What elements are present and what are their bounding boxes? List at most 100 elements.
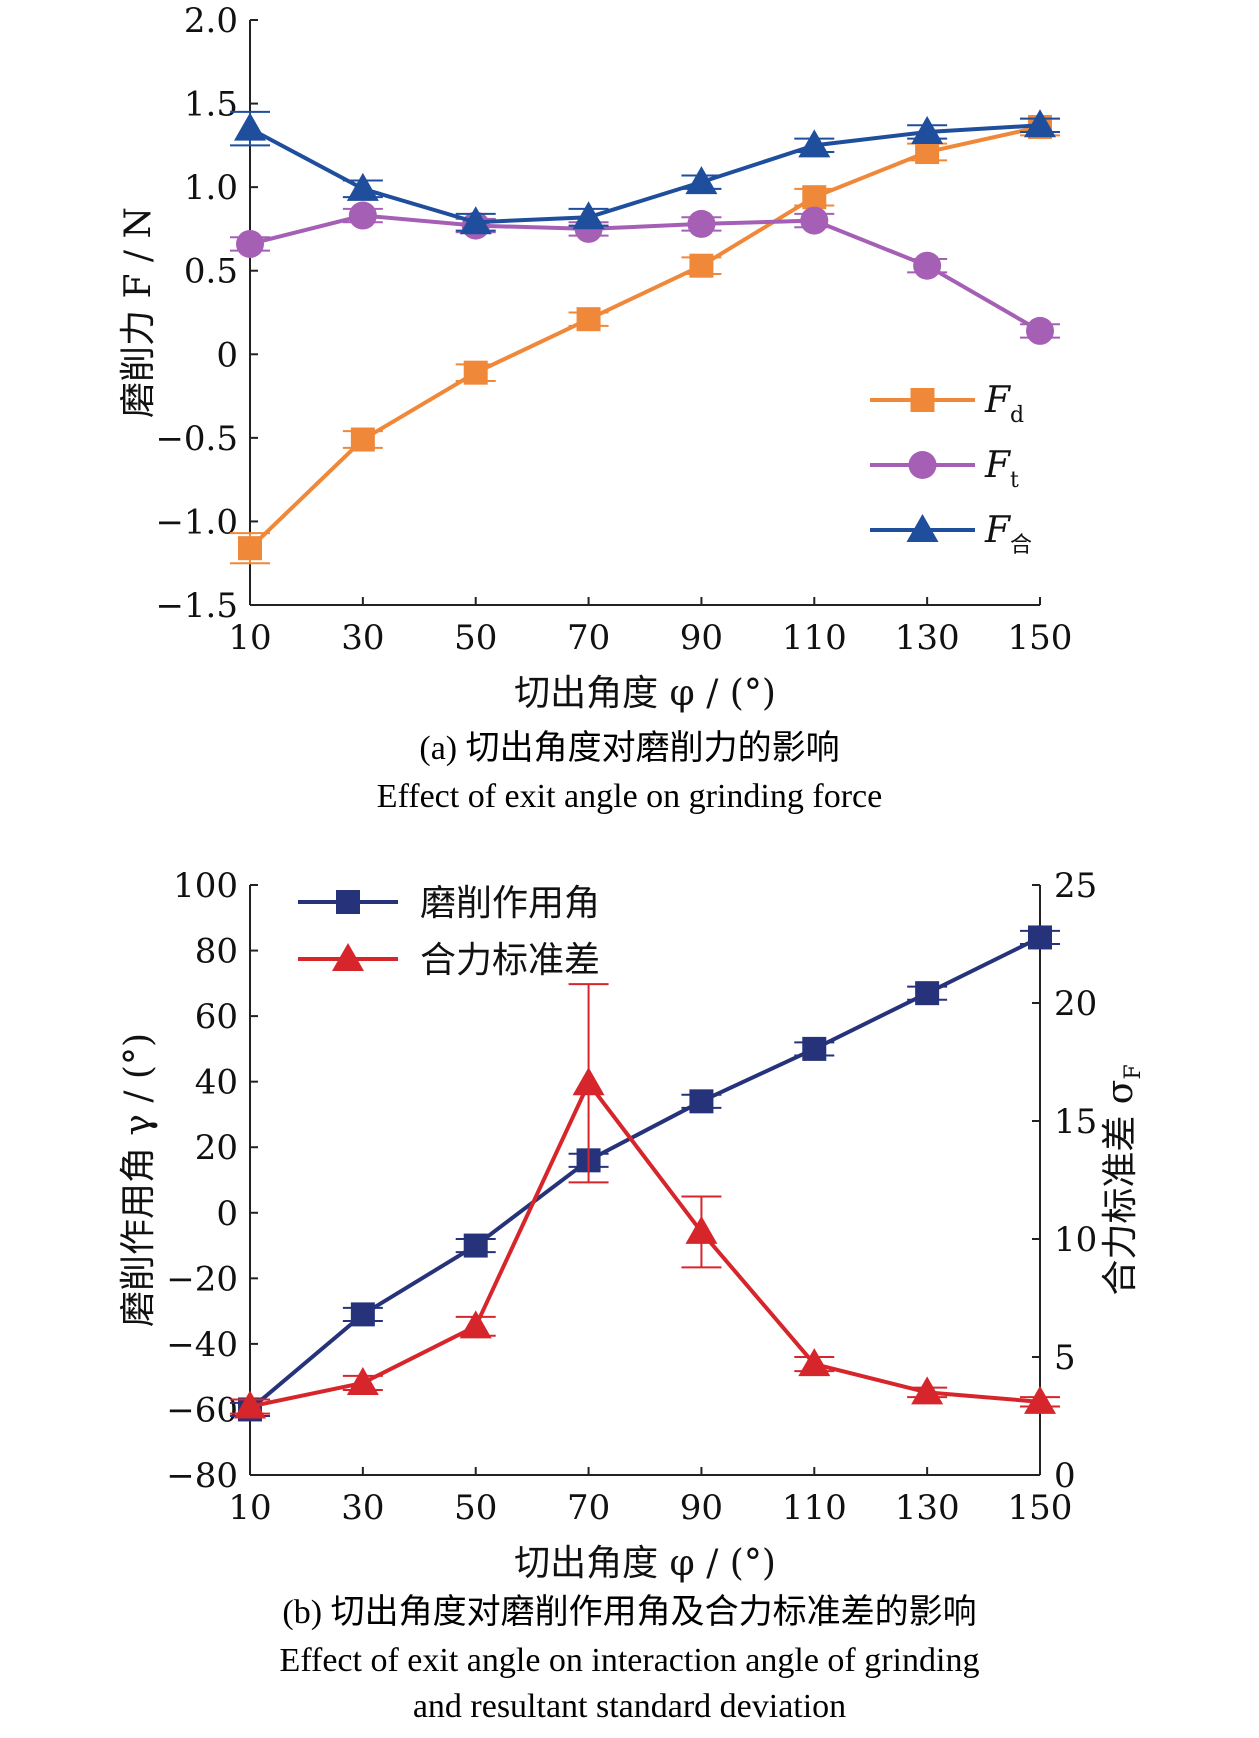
charta-y-tick-label: 1.5 xyxy=(184,85,238,125)
chartb-x-tick-label: 110 xyxy=(782,1488,847,1528)
chartb-y-tick-label: −60 xyxy=(166,1390,238,1430)
charta-y-tick-label: −0.5 xyxy=(155,419,238,459)
charta-legend-2-label: Ft xyxy=(984,445,1019,493)
charta-series-3-point xyxy=(1024,109,1056,138)
chartb-x-tick-label: 150 xyxy=(1008,1488,1073,1528)
chartb-series-1-point xyxy=(915,981,940,1006)
chartb-x-tick-label: 50 xyxy=(454,1488,497,1528)
chartb-series-2-point xyxy=(798,1348,831,1377)
chartb-series-2-point xyxy=(346,1366,379,1395)
chartb-y2-label: 合力标准差 σF xyxy=(1100,1064,1146,1295)
caption-a-en: Effect of exit angle on grinding force xyxy=(376,778,883,815)
charta-series-2-point xyxy=(236,229,264,258)
chartb-series-1-point xyxy=(689,1089,714,1114)
chartb-series-1-line xyxy=(248,935,1041,1411)
charta-y-tick-label: 0 xyxy=(216,335,238,375)
chartb-series-1-point xyxy=(463,1233,488,1258)
charta-series-1-point xyxy=(576,307,601,332)
charta-series-1-point xyxy=(463,360,488,385)
charta-series-3-point xyxy=(685,166,718,195)
charta-series-3-point xyxy=(798,129,831,158)
charta-series-1-point xyxy=(915,140,940,165)
charta-y-tick-label: 2.0 xyxy=(184,1,238,41)
chartb-x-label: 切出角度 φ / (°) xyxy=(514,1543,776,1584)
charta-y-tick-label: −1.0 xyxy=(155,502,238,542)
charta-x-tick-label: 150 xyxy=(1008,618,1073,658)
chartb-x-tick-label: 10 xyxy=(228,1488,271,1528)
chartb-x-tick-label: 130 xyxy=(895,1488,960,1528)
chartb-series-2-point xyxy=(685,1215,718,1244)
chartb-y-tick-label: −80 xyxy=(166,1456,238,1496)
charta-series-2-point xyxy=(687,209,716,238)
charta-series-2-point xyxy=(913,251,942,280)
chartb-series-2-point xyxy=(1024,1385,1056,1414)
charta-x-tick-label: 50 xyxy=(454,618,497,658)
chartb-y2-tick-label: 10 xyxy=(1054,1220,1097,1260)
charta-legend-1-marker xyxy=(910,388,935,412)
charta-series-2-point xyxy=(800,206,829,235)
charta-series-1-point xyxy=(689,253,714,278)
chartb-series-1-point xyxy=(1028,925,1052,950)
charta-y-label: 磨削力 F / N xyxy=(118,207,159,418)
chartb-series-2-point xyxy=(459,1310,492,1339)
chartb-legend-1-marker xyxy=(336,890,360,914)
chartb-y2-tick-label: 5 xyxy=(1054,1338,1076,1378)
charta-series-2-point xyxy=(348,201,377,230)
charta-x-tick-label: 70 xyxy=(567,618,610,658)
charta-series-3-point xyxy=(911,115,944,144)
caption-a-cn: (a) 切出角度对磨削力的影响 xyxy=(419,730,840,767)
charta-series-2-point xyxy=(1026,316,1054,345)
chartb-y-tick-label: 40 xyxy=(195,1063,238,1103)
charta-x-tick-label: 30 xyxy=(341,618,384,658)
chartb-y-tick-label: 80 xyxy=(195,932,238,972)
caption-b-cn: (b) 切出角度对磨削作用角及合力标准差的影响 xyxy=(282,1594,977,1631)
chartb-series-1-point xyxy=(350,1302,375,1327)
chartb-y-tick-label: 20 xyxy=(195,1128,238,1168)
charta-legend-1-label-subscript: d xyxy=(1010,403,1024,428)
chartb-x-tick-label: 90 xyxy=(680,1488,723,1528)
chartb-y-tick-label: 0 xyxy=(216,1194,238,1234)
chartb-legend-1-label: 磨削作用角 xyxy=(420,883,600,924)
charta-legend-3-label-subscript: 合 xyxy=(1010,533,1032,558)
chartb-y2-tick-label: 20 xyxy=(1054,984,1097,1024)
charta-series-3-point xyxy=(234,112,266,141)
chartb-series-2-point xyxy=(911,1376,944,1405)
charta-series-3-point xyxy=(346,172,379,201)
chartb-y2-tick-label: 25 xyxy=(1054,866,1097,906)
charta-y-tick-label: 0.5 xyxy=(184,252,238,292)
charta-x-tick-label: 90 xyxy=(680,618,723,658)
chartb-series-1-point xyxy=(802,1036,827,1061)
charta-series-1-point xyxy=(350,427,375,452)
caption-b-en-line2: and resultant standard deviation xyxy=(412,1688,847,1725)
charta-y-tick-label: −1.5 xyxy=(155,586,238,626)
chartb-y-tick-label: 100 xyxy=(173,866,238,906)
chartb-x-tick-label: 30 xyxy=(341,1488,384,1528)
charta-x-tick-label: 110 xyxy=(782,618,847,658)
charta-series-3-line xyxy=(249,123,1041,225)
charta-legend-3-marker xyxy=(906,514,939,542)
chartb-y2-label-subscript: F xyxy=(1121,1064,1146,1079)
chartb-series-2-point xyxy=(572,1067,605,1096)
charta-x-tick-label: 10 xyxy=(228,618,271,658)
chartb-y-tick-label: −20 xyxy=(166,1259,238,1299)
chartb-y2-tick-label: 0 xyxy=(1054,1456,1076,1496)
charta-series-3-point xyxy=(572,201,605,230)
charta-series-1-point xyxy=(802,185,827,210)
charta-legend-3-label: F合 xyxy=(984,510,1032,558)
chartb-y-label: 磨削作用角 γ / (°) xyxy=(118,1033,159,1327)
chartb-series-2-point xyxy=(234,1390,266,1419)
caption-b-en-line1: Effect of exit angle on interaction angl… xyxy=(279,1642,980,1679)
charta-legend-1-label: Fd xyxy=(984,380,1024,428)
chartb-legend-2-label: 合力标准差 xyxy=(420,940,600,981)
charta-x-label: 切出角度 φ / (°) xyxy=(514,673,776,714)
charta-x-tick-label: 130 xyxy=(895,618,960,658)
chartb-y-tick-label: 60 xyxy=(195,997,238,1037)
charta-legend-2-marker xyxy=(908,451,937,479)
chartb-y-tick-label: −40 xyxy=(166,1325,238,1365)
charta-series-1-point xyxy=(238,536,262,561)
chartb-legend-2-marker xyxy=(332,943,364,971)
chartb-y2-tick-label: 15 xyxy=(1054,1102,1097,1142)
charta-y-tick-label: 1.0 xyxy=(184,168,238,208)
